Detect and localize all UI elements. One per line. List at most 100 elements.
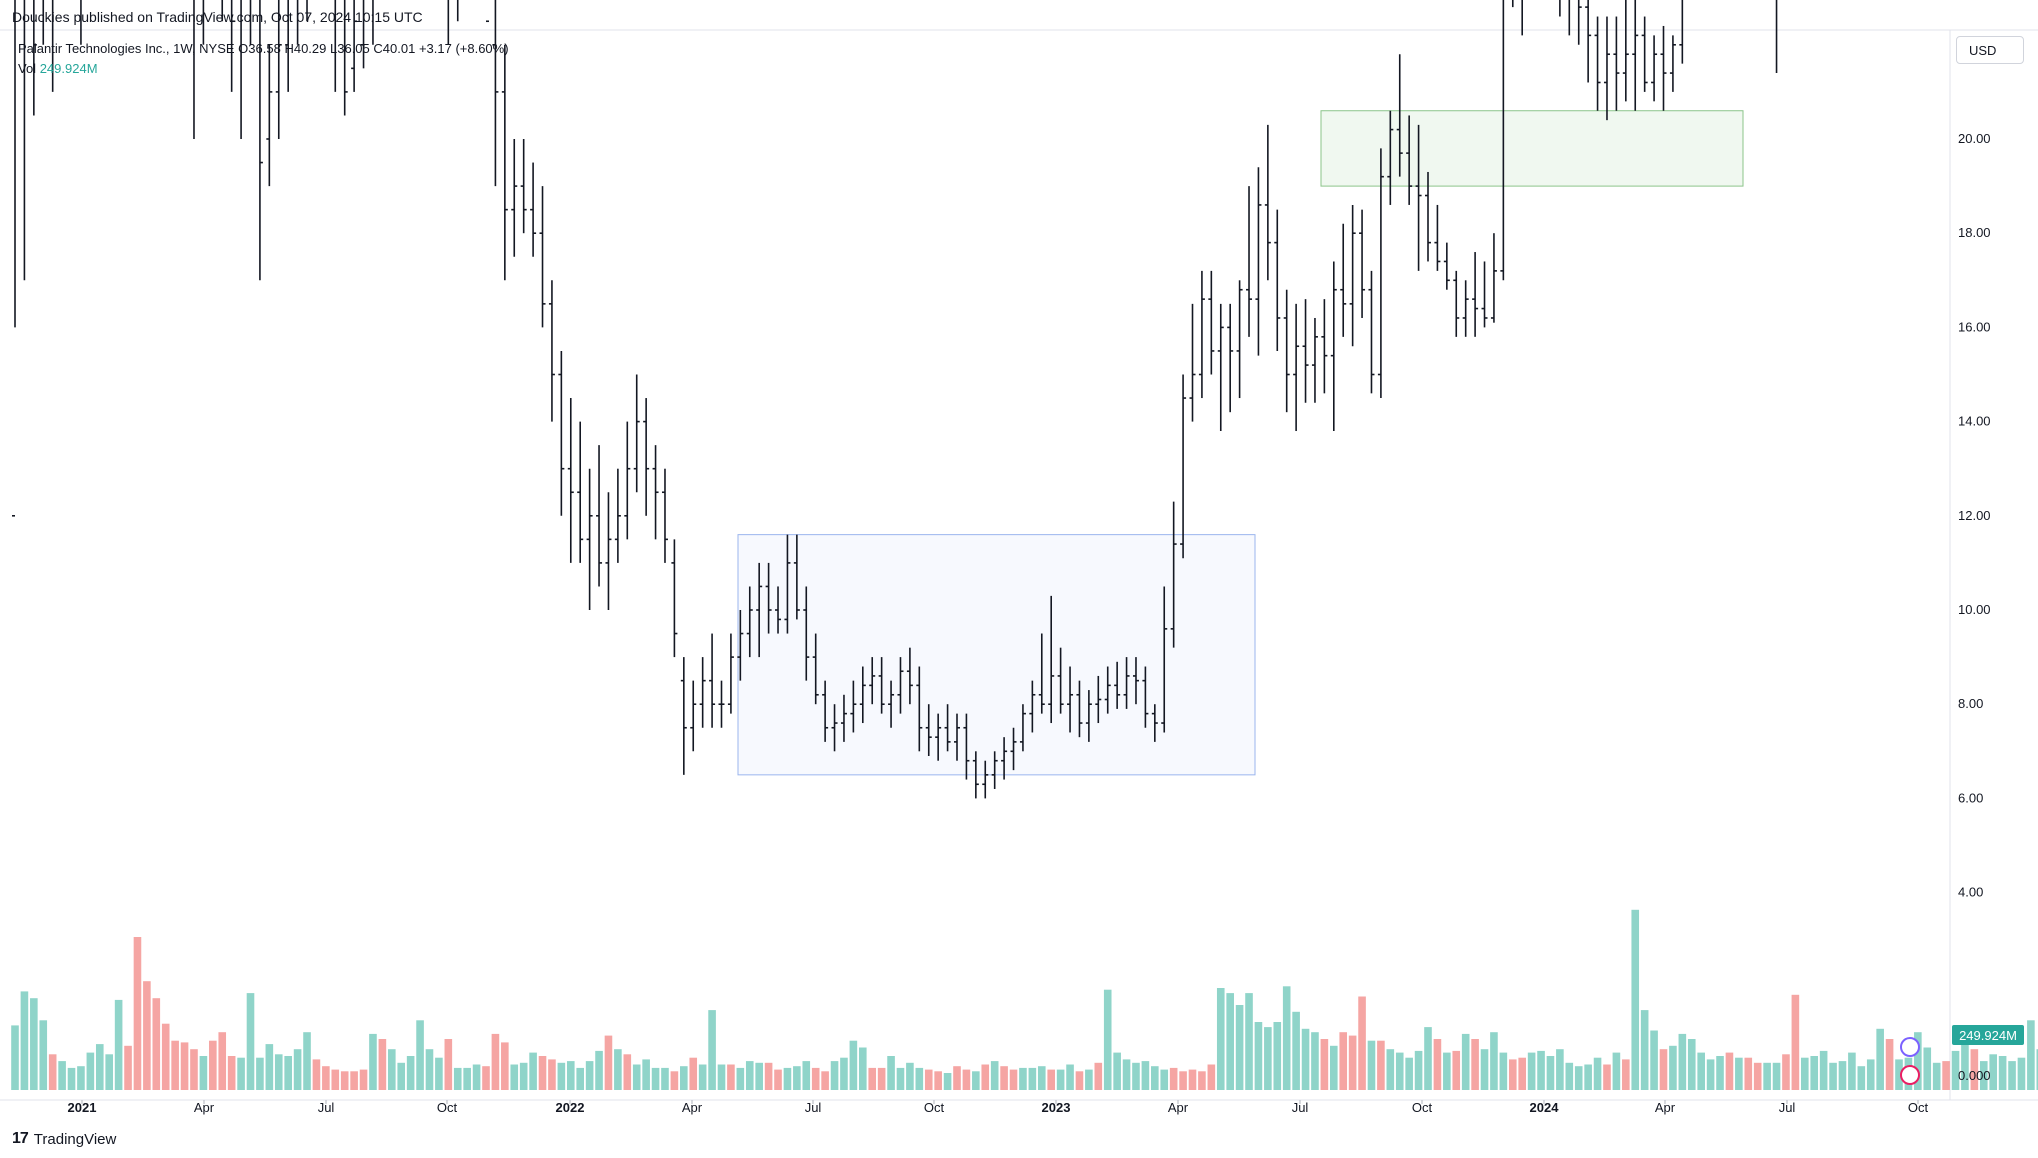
ohlc-bar [1264,124,1271,281]
volume-bar [1480,1049,1489,1090]
ohlc-bar [831,704,838,752]
volume-bar [86,1052,95,1090]
volume-bar [1565,1062,1574,1090]
ohlc-bar [1462,280,1469,337]
tradingview-footer[interactable]: 17 TradingView [12,1130,116,1148]
volume-bar [990,1061,999,1090]
ohlc-bar [1472,252,1479,337]
x-tick-label: 2022 [556,1100,585,1115]
ohlc-bar [840,694,847,742]
ohlc-bar [1443,242,1450,290]
legend-vol-label[interactable]: Vol [18,61,37,76]
ohlc-bar [756,562,763,658]
volume-bar [1019,1067,1027,1090]
volume-bar [1452,1050,1461,1090]
volume-bar [1405,1057,1413,1090]
legend-high: H40.29 [284,41,327,56]
ohlc-bar [1641,16,1648,92]
volume-bar [77,1066,85,1090]
volume-bar [1885,1039,1894,1090]
volume-bar [1866,1059,1875,1090]
currency-selector[interactable]: USD [1956,36,2024,64]
volume-bar [1942,1061,1950,1090]
ohlc-bar [1330,261,1337,432]
ohlc-bar [520,139,527,234]
volume-bar [378,1039,387,1090]
ohlc-bar [266,44,273,187]
ohlc-bar [614,468,621,563]
volume-bar [369,1033,377,1090]
volume-bar [416,1020,424,1090]
ohlc-bar [916,666,923,752]
volume-bar [463,1067,471,1090]
ohlc-bar [456,0,459,22]
ohlc-bar [1076,680,1083,738]
ohlc-bar [1406,115,1413,205]
volume-bar [58,1061,66,1090]
volume-bar [1273,1022,1282,1090]
tradingview-brand: TradingView [33,1130,117,1148]
ohlc-bar [1425,171,1431,262]
ohlc-bar [1603,16,1610,121]
volume-bar [670,1071,679,1090]
volume-bar [1659,1049,1668,1090]
volume-bar [1254,1022,1263,1090]
ohlc-bar [954,713,960,761]
volume-bar [453,1067,462,1090]
x-tick-label: Oct [1412,1100,1433,1115]
ohlc-bar [1387,110,1394,205]
ohlc-bar [1029,680,1036,733]
ohlc-bar [1170,501,1177,648]
volume-bar [1264,1027,1272,1090]
volume-bar [1725,1052,1734,1090]
ohlc-bar [1359,209,1366,318]
volume-bar [1207,1064,1216,1090]
volume-bar [293,1049,302,1090]
ohlc-bar [850,680,857,733]
volume-bar [284,1056,292,1090]
ohlc-bar [991,751,998,789]
volume-bar [388,1049,396,1090]
ohlc-bar [1283,289,1290,413]
volume-bar [1838,1061,1847,1090]
volume-bar [1499,1052,1508,1090]
ohlc-bar [80,0,82,45]
ohlc-bar [1368,270,1375,394]
volume-bar [943,1073,952,1090]
volume-bar [557,1062,566,1090]
volume-bar [529,1052,537,1090]
volume-bar [1179,1071,1187,1090]
ohlc-bar [1198,270,1205,399]
volume-bar [1650,1030,1658,1090]
tradingview-logo-icon: 17 [12,1130,29,1147]
volume-bar [924,1069,933,1090]
ohlc-bar [925,704,932,757]
ohlc-bar [193,0,195,139]
ohlc-bar [596,445,603,587]
volume-bar [1113,1052,1121,1090]
volume-bar [811,1067,820,1090]
y-tick-label: 0.000 [1958,1068,1991,1083]
ohlc-bar [822,680,829,742]
volume-bar [1857,1066,1866,1090]
volume-bar [425,1049,434,1090]
volume-bar [1085,1069,1093,1090]
x-tick-label: Apr [682,1100,703,1115]
legend-ohlc-row: Palantir Technologies Inc., 1W, NYSE O36… [18,39,509,59]
volume-bar [491,1033,500,1090]
volume-bar [256,1057,264,1090]
legend-symbol[interactable]: Palantir Technologies Inc., 1W, NYSE [18,41,235,56]
ohlc-bar [1019,704,1026,752]
ohlc-bar [360,0,365,69]
volume-bar [519,1062,528,1090]
volume-bar [1810,1056,1819,1090]
ohlc-bar [1511,0,1514,8]
ohlc-bar [1415,124,1422,271]
ohlc-bar [1038,633,1045,714]
ohlc-bar [888,680,895,728]
x-tick-label: Oct [924,1100,945,1115]
y-tick-label: 6.00 [1958,790,1983,805]
volume-bar [1037,1066,1046,1090]
volume-bar [1687,1039,1696,1090]
